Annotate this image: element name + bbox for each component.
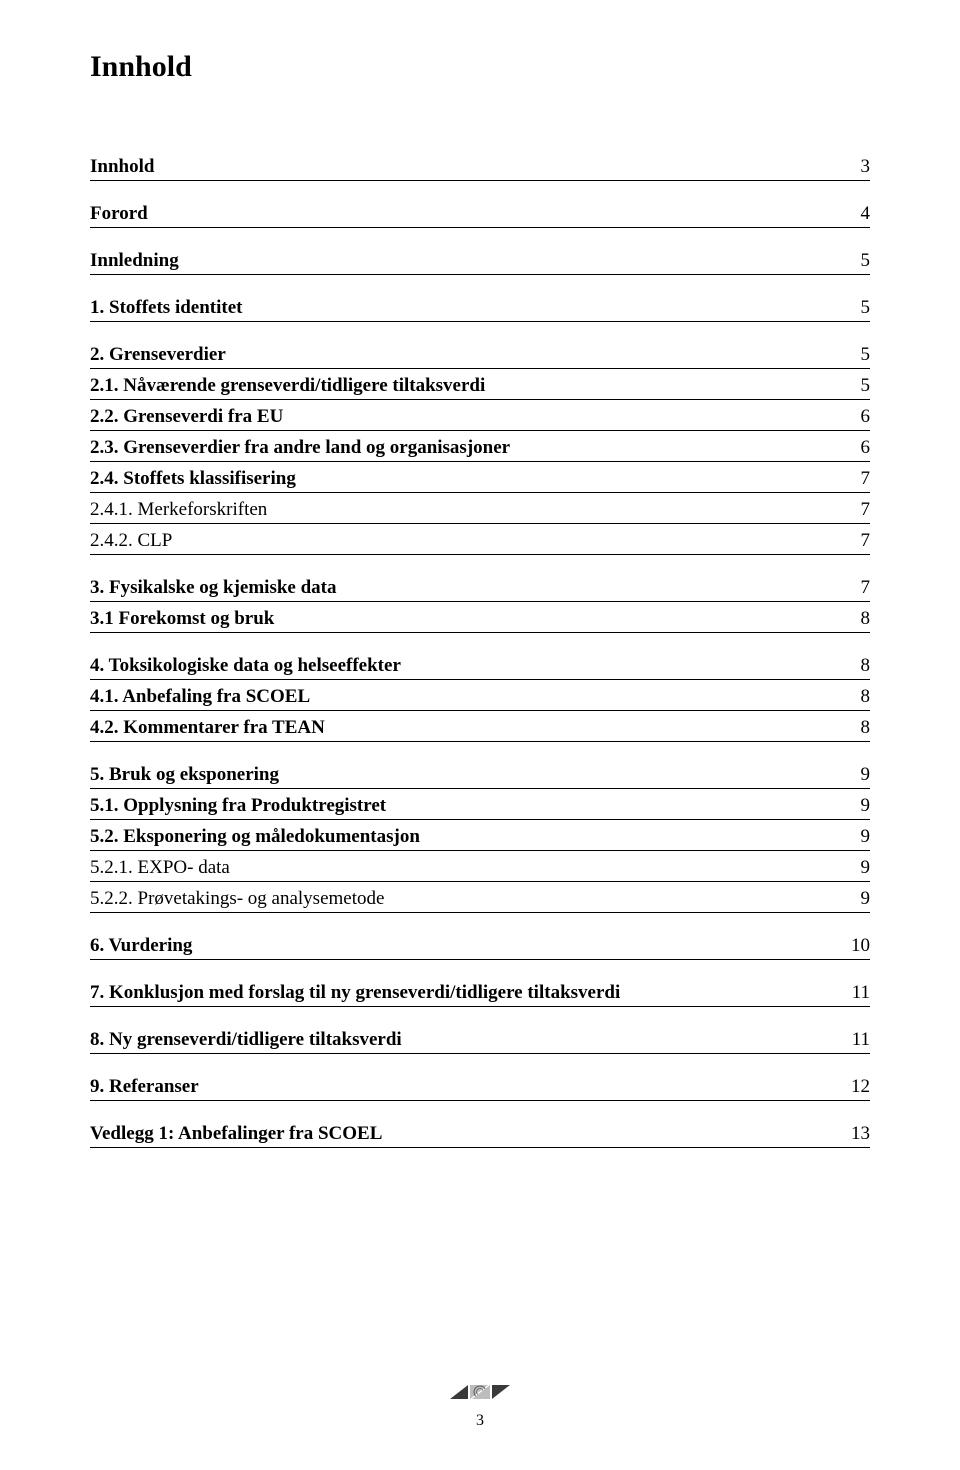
toc-entry-label: 2.2. Grenseverdi fra EU [90, 406, 283, 428]
toc-entry: 2.2. Grenseverdi fra EU 6 [90, 406, 870, 431]
toc-entry: 3.1 Forekomst og bruk 8 [90, 608, 870, 633]
toc-entry-page: 8 [861, 686, 871, 708]
toc-entry-label: 1. Stoffets identitet [90, 297, 243, 319]
page-number: 3 [476, 1412, 484, 1430]
toc-entry-page: 6 [861, 406, 871, 428]
toc-entry-label: 5. Bruk og eksponering [90, 764, 279, 786]
toc-entry: 4.1. Anbefaling fra SCOEL 8 [90, 686, 870, 711]
toc-entry: Vedlegg 1: Anbefalinger fra SCOEL 13 [90, 1123, 870, 1148]
toc-entry: 4.2. Kommentarer fra TEAN 8 [90, 717, 870, 742]
toc-entry-label: Innhold [90, 156, 154, 178]
toc-entry-label: 6. Vurdering [90, 935, 192, 957]
toc-entry-label: 5.1. Opplysning fra Produktregistret [90, 795, 386, 817]
footer-logo [450, 1382, 510, 1402]
toc-entry-label: 4.2. Kommentarer fra TEAN [90, 717, 325, 739]
toc-entry-page: 5 [861, 375, 871, 397]
toc-entry-page: 8 [861, 655, 871, 677]
toc-entry-page: 12 [851, 1076, 870, 1098]
toc-entry-page: 11 [852, 982, 870, 1004]
toc-entry-label: 2.4.2. CLP [90, 530, 172, 552]
table-of-contents: Innhold3Forord4Innledning51. Stoffets id… [90, 134, 870, 1148]
toc-entry-label: 7. Konklusjon med forslag til ny grensev… [90, 982, 620, 1004]
toc-entry: 3. Fysikalske og kjemiske data 7 [90, 577, 870, 602]
toc-entry-label: 4.1. Anbefaling fra SCOEL [90, 686, 310, 708]
toc-entry-page: 9 [861, 764, 871, 786]
toc-entry: 2.4.1. Merkeforskriften 7 [90, 499, 870, 524]
toc-entry: Innhold 3 [90, 156, 870, 181]
toc-entry: 1. Stoffets identitet 5 [90, 297, 870, 322]
toc-entry-page: 5 [861, 344, 871, 366]
toc-entry-label: 3. Fysikalske og kjemiske data [90, 577, 337, 599]
toc-entry: 7. Konklusjon med forslag til ny grensev… [90, 982, 870, 1007]
toc-entry-page: 13 [851, 1123, 870, 1145]
toc-entry-label: 5.2. Eksponering og måledokumentasjon [90, 826, 420, 848]
toc-entry-page: 7 [861, 468, 871, 490]
toc-entry-label: 5.2.2. Prøvetakings- og analysemetode [90, 888, 384, 910]
toc-entry: 2.1. Nåværende grenseverdi/tidligere til… [90, 375, 870, 400]
toc-entry-label: 2.4. Stoffets klassifisering [90, 468, 296, 490]
toc-entry-label: 4. Toksikologiske data og helseeffekter [90, 655, 401, 677]
toc-entry-page: 7 [861, 577, 871, 599]
toc-entry-label: 3.1 Forekomst og bruk [90, 608, 274, 630]
toc-entry: 2.4.2. CLP 7 [90, 530, 870, 555]
toc-entry-page: 7 [861, 530, 871, 552]
toc-entry-label: 2.1. Nåværende grenseverdi/tidligere til… [90, 375, 485, 397]
toc-entry-label: Forord [90, 203, 148, 225]
toc-entry-page: 5 [861, 250, 871, 272]
toc-entry-label: 2.3. Grenseverdier fra andre land og org… [90, 437, 510, 459]
toc-entry: 2.3. Grenseverdier fra andre land og org… [90, 437, 870, 462]
toc-entry-page: 8 [861, 717, 871, 739]
toc-entry: 9. Referanser 12 [90, 1076, 870, 1101]
page-footer: 3 [0, 1382, 960, 1430]
toc-entry-page: 8 [861, 608, 871, 630]
toc-entry: 5.2.1. EXPO- data 9 [90, 857, 870, 882]
toc-entry-page: 10 [851, 935, 870, 957]
toc-entry-page: 6 [861, 437, 871, 459]
toc-entry: 5.2.2. Prøvetakings- og analysemetode 9 [90, 888, 870, 913]
toc-entry-label: 5.2.1. EXPO- data [90, 857, 230, 879]
toc-entry-label: Innledning [90, 250, 179, 272]
toc-entry: Forord 4 [90, 203, 870, 228]
toc-entry-label: 2.4.1. Merkeforskriften [90, 499, 267, 521]
toc-entry-label: 2. Grenseverdier [90, 344, 226, 366]
toc-entry: 5.2. Eksponering og måledokumentasjon 9 [90, 826, 870, 851]
toc-entry-page: 9 [861, 826, 871, 848]
toc-entry: Innledning 5 [90, 250, 870, 275]
toc-entry: 8. Ny grenseverdi/tidligere tiltaksverdi… [90, 1029, 870, 1054]
toc-entry-page: 7 [861, 499, 871, 521]
toc-entry: 4. Toksikologiske data og helseeffekter 8 [90, 655, 870, 680]
toc-entry: 5. Bruk og eksponering 9 [90, 764, 870, 789]
toc-entry: 6. Vurdering 10 [90, 935, 870, 960]
toc-entry: 2.4. Stoffets klassifisering 7 [90, 468, 870, 493]
toc-entry-label: 9. Referanser [90, 1076, 199, 1098]
toc-entry-page: 11 [852, 1029, 870, 1051]
toc-entry-page: 3 [861, 156, 871, 178]
toc-entry-page: 9 [861, 795, 871, 817]
toc-entry-page: 9 [861, 857, 871, 879]
toc-entry-page: 5 [861, 297, 871, 319]
toc-entry: 2. Grenseverdier 5 [90, 344, 870, 369]
toc-entry-page: 4 [861, 203, 871, 225]
page-title: Innhold [90, 50, 870, 84]
toc-entry-page: 9 [861, 888, 871, 910]
toc-entry-label: Vedlegg 1: Anbefalinger fra SCOEL [90, 1123, 382, 1145]
toc-entry-label: 8. Ny grenseverdi/tidligere tiltaksverdi [90, 1029, 402, 1051]
toc-entry: 5.1. Opplysning fra Produktregistret 9 [90, 795, 870, 820]
